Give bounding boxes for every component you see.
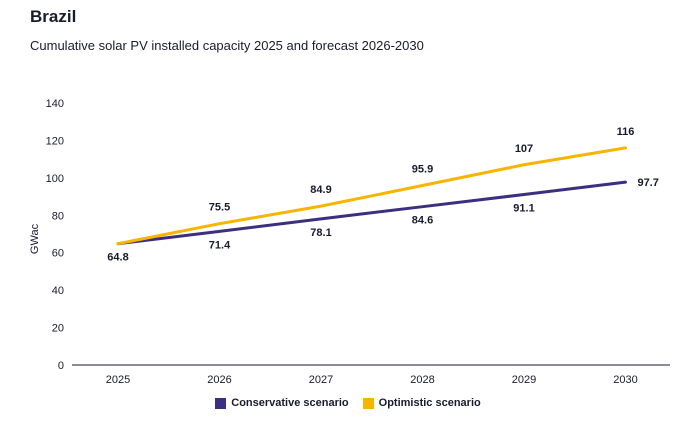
data-label-conservative: 91.1 — [513, 203, 534, 215]
legend-item-optimistic: Optimistic scenario — [362, 397, 481, 409]
legend-label-optimistic: Optimistic scenario — [378, 397, 481, 409]
legend-swatch-optimistic — [362, 397, 374, 409]
y-tick-label: 20 — [52, 323, 64, 335]
data-label-optimistic: 107 — [515, 143, 533, 155]
y-tick-label: 0 — [58, 360, 64, 372]
y-tick-label: 40 — [52, 285, 64, 297]
chart-legend: Conservative scenario Optimistic scenari… — [0, 397, 696, 409]
y-tick-label: 100 — [46, 173, 64, 185]
data-label-conservative: 97.7 — [638, 177, 659, 189]
data-label-optimistic: 84.9 — [310, 184, 331, 196]
chart-subtitle: Cumulative solar PV installed capacity 2… — [30, 38, 424, 53]
data-label-conservative: 64.8 — [107, 252, 128, 264]
data-label-conservative: 84.6 — [412, 215, 433, 227]
legend-item-conservative: Conservative scenario — [215, 397, 349, 409]
data-label-conservative: 71.4 — [209, 239, 231, 251]
y-tick-label: 60 — [52, 248, 64, 260]
chart-title: Brazil — [30, 7, 77, 26]
x-tick-label: 2027 — [309, 374, 333, 386]
y-axis-label: GWac — [29, 223, 41, 254]
y-tick-label: 80 — [52, 210, 64, 222]
x-tick-label: 2030 — [613, 374, 637, 386]
x-tick-label: 2025 — [106, 374, 130, 386]
series-line-conservative — [116, 180, 627, 246]
data-label-optimistic: 75.5 — [209, 202, 230, 214]
x-tick-label: 2029 — [512, 374, 536, 386]
series-line-optimistic — [116, 146, 627, 246]
y-tick-label: 140 — [46, 98, 64, 110]
data-label-conservative: 78.1 — [310, 227, 331, 239]
x-tick-label: 2028 — [410, 374, 434, 386]
data-label-optimistic: 95.9 — [412, 164, 433, 176]
y-tick-label: 120 — [46, 135, 64, 147]
x-tick-label: 2026 — [207, 374, 231, 386]
data-label-optimistic: 116 — [617, 126, 635, 138]
legend-swatch-conservative — [215, 397, 227, 409]
legend-label-conservative: Conservative scenario — [231, 397, 349, 409]
